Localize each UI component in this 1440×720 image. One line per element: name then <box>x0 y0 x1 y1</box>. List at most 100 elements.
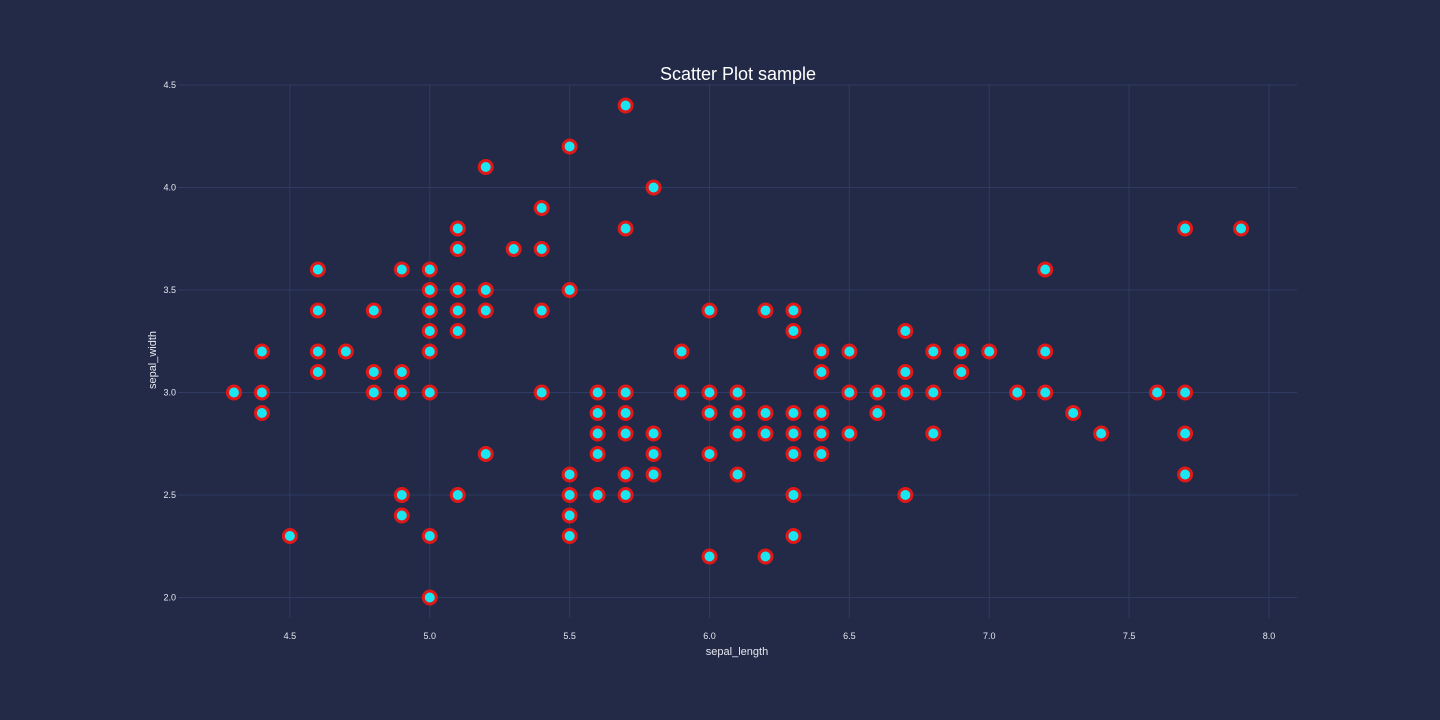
data-point <box>785 425 802 442</box>
data-point <box>421 589 438 606</box>
data-point <box>617 384 634 401</box>
x-axis-label: sepal_length <box>706 646 768 658</box>
chart-title: Scatter Plot sample <box>660 64 816 84</box>
data-point <box>421 384 438 401</box>
data-point <box>729 425 746 442</box>
data-point <box>785 405 802 421</box>
data-point <box>449 323 466 339</box>
data-point <box>1233 220 1250 237</box>
data-point <box>841 384 858 401</box>
data-point <box>561 138 578 155</box>
data-point <box>813 405 830 421</box>
data-point <box>533 302 550 319</box>
x-tick-label: 4.5 <box>284 631 297 641</box>
data-point <box>449 220 466 237</box>
data-point <box>365 302 382 319</box>
data-point <box>617 487 634 503</box>
data-point <box>421 261 438 278</box>
data-point <box>897 364 914 380</box>
data-point <box>645 179 662 196</box>
y-tick-label: 3.0 <box>163 388 176 398</box>
data-point <box>477 159 494 175</box>
data-point <box>925 425 942 442</box>
data-point <box>897 487 914 503</box>
x-tick-label: 6.0 <box>703 631 716 641</box>
data-point <box>1037 343 1054 360</box>
data-point <box>1037 384 1054 401</box>
data-point <box>589 487 606 503</box>
data-point <box>421 343 438 360</box>
data-point <box>309 261 326 278</box>
data-point <box>365 364 382 380</box>
data-point <box>953 364 970 380</box>
data-point <box>449 487 466 503</box>
data-point <box>421 282 438 298</box>
data-point <box>365 384 382 401</box>
data-point <box>1177 466 1194 483</box>
data-point <box>589 384 606 401</box>
data-point <box>449 282 466 298</box>
data-point <box>533 384 550 401</box>
data-point <box>617 425 634 442</box>
data-point <box>421 528 438 544</box>
data-point <box>1177 384 1194 401</box>
data-point <box>869 384 886 401</box>
y-tick-label: 2.0 <box>163 593 176 603</box>
data-point <box>477 302 494 319</box>
data-point <box>1037 261 1054 278</box>
data-point <box>701 405 718 421</box>
data-point <box>841 343 858 360</box>
data-point <box>813 364 830 380</box>
data-point <box>393 507 410 524</box>
data-point <box>449 302 466 319</box>
y-axis-label: sepal_width <box>147 331 159 389</box>
y-tick-label: 2.5 <box>163 490 176 500</box>
data-point <box>533 241 550 257</box>
data-point <box>757 425 774 442</box>
data-point <box>393 487 410 503</box>
data-point <box>729 384 746 401</box>
data-point <box>673 343 690 360</box>
data-point <box>309 364 326 380</box>
data-point <box>225 384 242 401</box>
data-point <box>617 97 634 114</box>
y-tick-label: 4.5 <box>163 80 176 90</box>
data-point <box>505 241 522 257</box>
data-point <box>617 220 634 237</box>
data-point <box>897 323 914 339</box>
data-point <box>645 425 662 442</box>
data-point <box>1093 425 1110 442</box>
data-point <box>617 405 634 421</box>
data-point <box>309 302 326 319</box>
data-point <box>925 343 942 360</box>
data-point <box>785 487 802 503</box>
data-point <box>897 384 914 401</box>
data-point <box>813 446 830 462</box>
data-point <box>533 200 550 216</box>
data-point <box>729 405 746 421</box>
data-point <box>421 302 438 319</box>
data-point <box>785 302 802 319</box>
data-point <box>337 343 354 360</box>
data-point <box>253 405 270 421</box>
data-point <box>673 384 690 401</box>
data-point <box>813 425 830 442</box>
data-point <box>785 446 802 462</box>
tick-label-layer: 4.5 5.0 5.5 6.0 6.5 7.0 7.5 8.0 2.0 2.5 3.0 3.5 4.0 4… <box>163 80 1275 641</box>
data-point <box>813 343 830 360</box>
data-point <box>785 323 802 339</box>
data-point <box>1177 220 1194 237</box>
y-tick-label: 3.5 <box>163 285 176 295</box>
data-point <box>589 446 606 462</box>
data-point <box>561 466 578 483</box>
data-point <box>757 302 774 319</box>
data-point <box>477 446 494 462</box>
data-point <box>981 343 998 360</box>
x-tick-label: 5.0 <box>424 631 437 641</box>
data-point <box>645 466 662 483</box>
data-point <box>281 528 298 544</box>
data-point <box>589 425 606 442</box>
data-point <box>1149 384 1166 401</box>
data-point <box>701 384 718 401</box>
